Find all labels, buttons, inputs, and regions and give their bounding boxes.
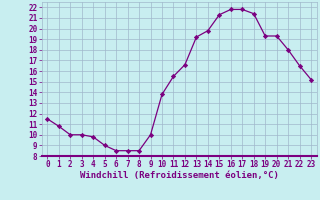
X-axis label: Windchill (Refroidissement éolien,°C): Windchill (Refroidissement éolien,°C)	[80, 171, 279, 180]
